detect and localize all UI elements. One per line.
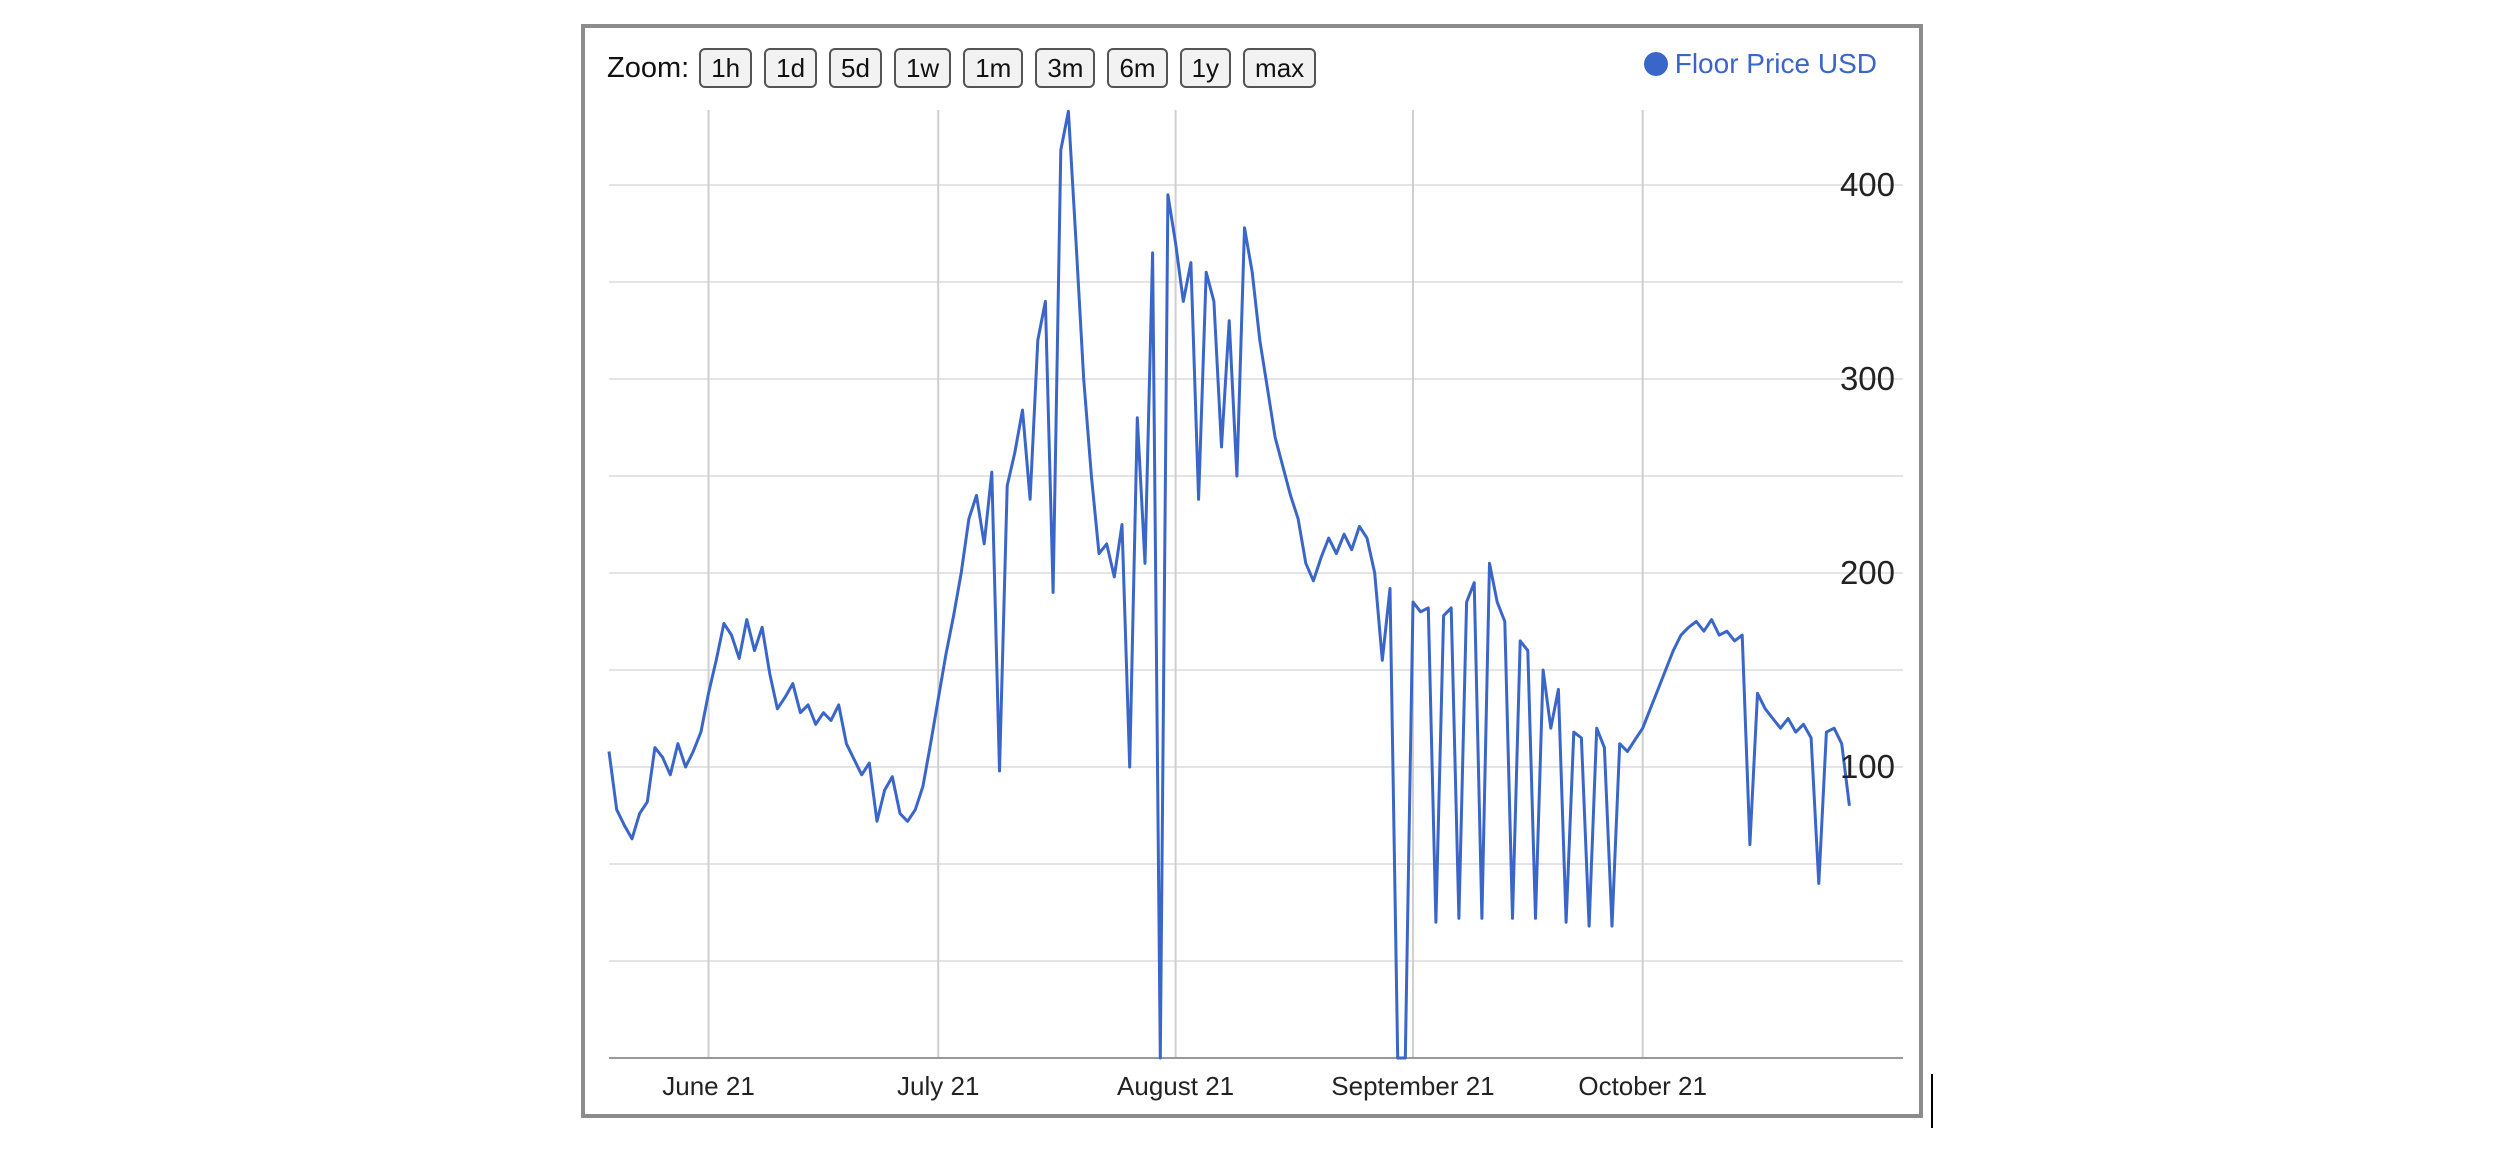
zoom-max-button[interactable]: max [1243,48,1317,88]
tick-labels: June 21 July 21 August 21 September 21 Octob… [662,166,1895,1101]
x-tick-label: August 21 [1117,1071,1234,1101]
zoom-5d-button[interactable]: 5d [829,48,882,88]
x-tick-label: October 21 [1578,1071,1707,1101]
x-tick-label: July 21 [897,1071,979,1101]
legend-label: Floor Price USD [1674,48,1877,79]
zoom-1w-button[interactable]: 1w [893,48,952,88]
zoom-1h-button[interactable]: 1h [699,48,753,88]
zoom-1m-button[interactable]: 1m [963,48,1024,88]
zoom-toolbar: Zoom: 1h 1d 5d 1w 1m 3m 6m 1y max [607,44,1328,92]
x-tick-label: September 21 [1331,1071,1494,1101]
chart-container: Zoom: 1h 1d 5d 1w 1m 3m 6m 1y max Floor … [581,24,1923,1118]
text-cursor [1931,1074,1933,1128]
plot-area[interactable]: June 21 July 21 August 21 September 21 Octob… [585,28,1919,1114]
zoom-1d-button[interactable]: 1d [764,48,818,88]
y-tick-label: 400 [1840,166,1895,203]
grid-lines [609,110,1903,1058]
y-tick-label: 300 [1840,360,1895,397]
zoom-label: Zoom: [607,51,690,84]
zoom-6m-button[interactable]: 6m [1107,48,1168,88]
legend-dot-icon [1643,52,1668,76]
floor-price-line [607,109,1851,1060]
y-tick-label: 100 [1840,748,1895,785]
zoom-3m-button[interactable]: 3m [1035,48,1096,88]
x-tick-label: June 21 [662,1071,755,1101]
series-layer [607,109,1851,1060]
chart-legend[interactable]: Floor Price USD [1643,48,1877,80]
y-tick-label: 200 [1840,554,1895,591]
zoom-1y-button[interactable]: 1y [1179,48,1232,88]
